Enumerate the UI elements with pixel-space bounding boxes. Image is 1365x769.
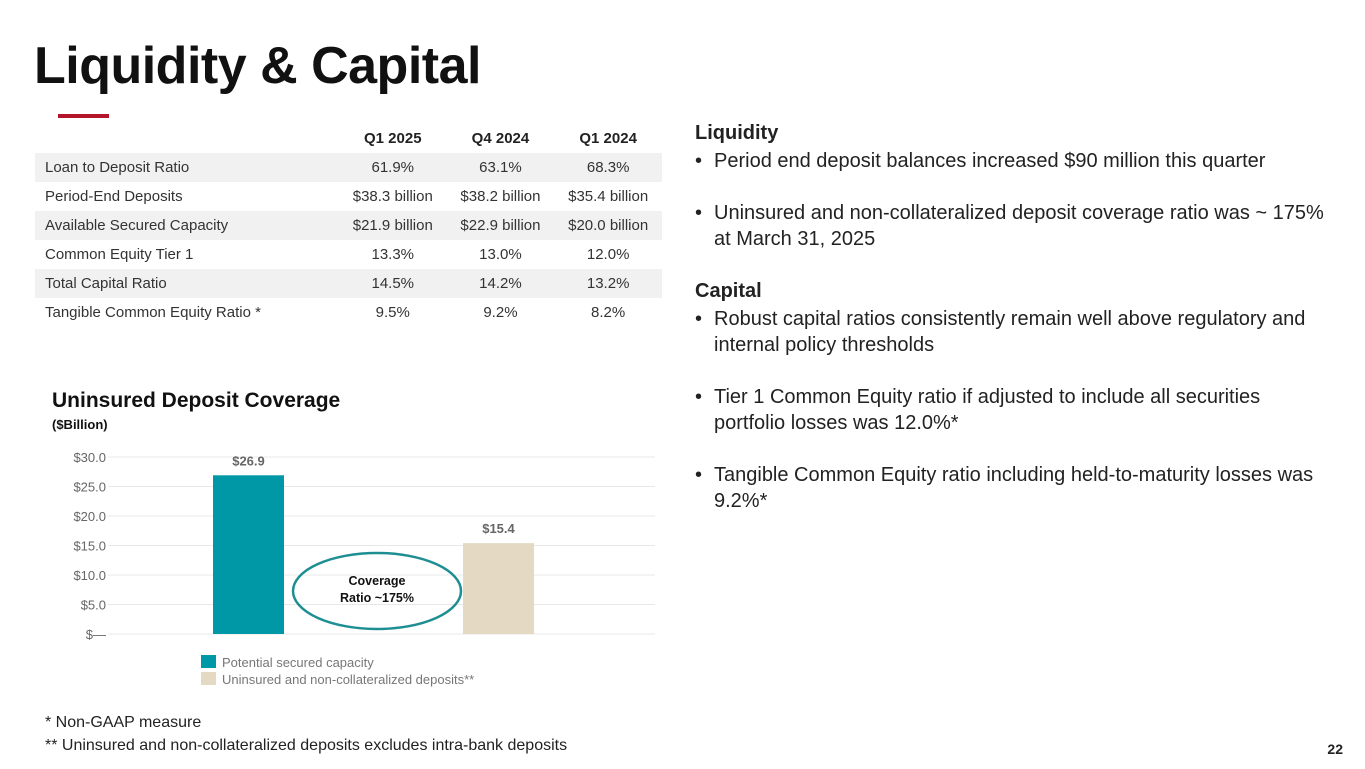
bar — [463, 543, 534, 634]
page-title: Liquidity & Capital — [34, 37, 481, 95]
table-cell: $35.4 billion — [568, 188, 649, 205]
bullet-item: Robust capital ratios consistently remai… — [695, 306, 1335, 358]
row-label: Common Equity Tier 1 — [45, 246, 194, 263]
table-row: Available Secured Capacity $21.9 billion $… — [35, 211, 662, 240]
capital-heading: Capital — [695, 280, 762, 302]
table-cell: 13.2% — [554, 269, 662, 298]
bullet-item: Tangible Common Equity ratio including h… — [695, 462, 1335, 514]
table-cell: $21.9 billion — [338, 211, 447, 240]
table-cell: $20.0 billion — [554, 211, 662, 240]
table-cell: 12.0% — [586, 246, 630, 263]
y-tick-label: $25.0 — [73, 480, 106, 495]
bullet-item: Period end deposit balances increased $9… — [695, 148, 1335, 174]
y-tick-label: $20.0 — [73, 509, 106, 524]
page-number: 22 — [1327, 741, 1343, 757]
legend-label: Potential secured capacity — [222, 655, 374, 670]
column-header: Q1 2025 — [363, 129, 422, 147]
table-cell: $22.9 billion — [446, 211, 555, 240]
row-label: Loan to Deposit Ratio — [35, 153, 339, 182]
table-cell: 9.2% — [483, 304, 518, 321]
table-cell: 14.2% — [446, 269, 555, 298]
table-row: Total Capital Ratio 14.5% 14.2% 13.2% — [35, 269, 662, 298]
table-cell: $38.2 billion — [460, 188, 541, 205]
column-header: Q4 2024 — [471, 129, 530, 147]
row-label: Period-End Deposits — [45, 188, 183, 205]
liquidity-heading: Liquidity — [695, 122, 779, 144]
bar — [213, 475, 284, 634]
table-cell: 13.0% — [479, 246, 522, 263]
coverage-ellipse — [291, 551, 463, 631]
footnote: * Non-GAAP measure — [45, 714, 202, 731]
legend-swatch — [201, 655, 216, 668]
table-cell: 9.5% — [375, 304, 410, 321]
table-cell: 13.3% — [371, 246, 415, 263]
bullet-item: Tier 1 Common Equity ratio if adjusted t… — [695, 384, 1335, 436]
y-tick-label: $5.0 — [81, 598, 106, 613]
table-cell: 68.3% — [554, 153, 662, 182]
table-cell: 8.2% — [591, 304, 626, 321]
table-row: Period-End Deposits $38.3 billion $38.2 bi… — [35, 182, 662, 211]
y-tick-label: $30.0 — [73, 450, 106, 465]
commentary: Liquidity Period end deposit balances in… — [695, 120, 1335, 540]
chart-title: Uninsured Deposit Coverage — [52, 389, 341, 412]
legend-label: Uninsured and non-collateralized deposit… — [222, 672, 474, 687]
bar-value-label: $15.4 — [482, 521, 515, 536]
column-header: Q1 2024 — [579, 129, 637, 147]
table-row: Loan to Deposit Ratio 61.9% 63.1% 68.3% — [35, 153, 662, 182]
legend-swatch — [201, 672, 216, 685]
table-cell: 14.5% — [338, 269, 447, 298]
coverage-annotation: Coverage — [349, 574, 406, 588]
bar-value-label: $26.9 — [232, 453, 265, 468]
row-label: Available Secured Capacity — [35, 211, 339, 240]
metrics-table: Q1 2025 Q4 2024 Q1 2024 Loan to Deposit Ra… — [35, 123, 662, 327]
chart-unit: ($Billion) — [52, 417, 108, 432]
table-cell: 63.1% — [446, 153, 555, 182]
table-cell: $38.3 billion — [352, 188, 433, 205]
y-tick-label: $15.0 — [73, 539, 106, 554]
table-row: Tangible Common Equity Ratio * 9.5% 9.2% 8.… — [35, 298, 662, 327]
y-tick-label: $— — [86, 627, 106, 642]
table-row: Common Equity Tier 1 13.3% 13.0% 12.0% — [35, 240, 662, 269]
y-tick-label: $10.0 — [73, 568, 106, 583]
row-label: Tangible Common Equity Ratio * — [45, 304, 261, 321]
bullet-item: Uninsured and non-collateralized deposit… — [695, 200, 1335, 252]
footnote: ** Uninsured and non-collateralized depo… — [45, 737, 568, 754]
row-label: Total Capital Ratio — [35, 269, 339, 298]
title-accent-bar — [58, 114, 109, 118]
coverage-annotation: Ratio ~175% — [340, 591, 414, 605]
table-cell: 61.9% — [338, 153, 447, 182]
